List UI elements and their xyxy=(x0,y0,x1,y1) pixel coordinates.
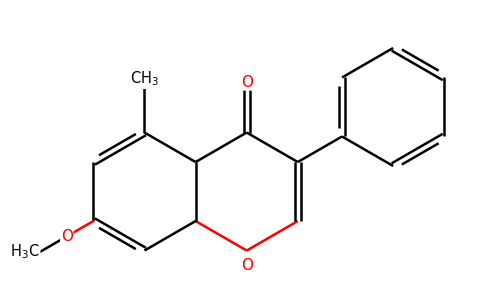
Text: H$_3$C: H$_3$C xyxy=(10,243,40,261)
Text: O: O xyxy=(241,258,253,273)
Text: CH$_3$: CH$_3$ xyxy=(130,70,159,88)
Text: O: O xyxy=(61,229,73,244)
Text: O: O xyxy=(241,75,253,90)
